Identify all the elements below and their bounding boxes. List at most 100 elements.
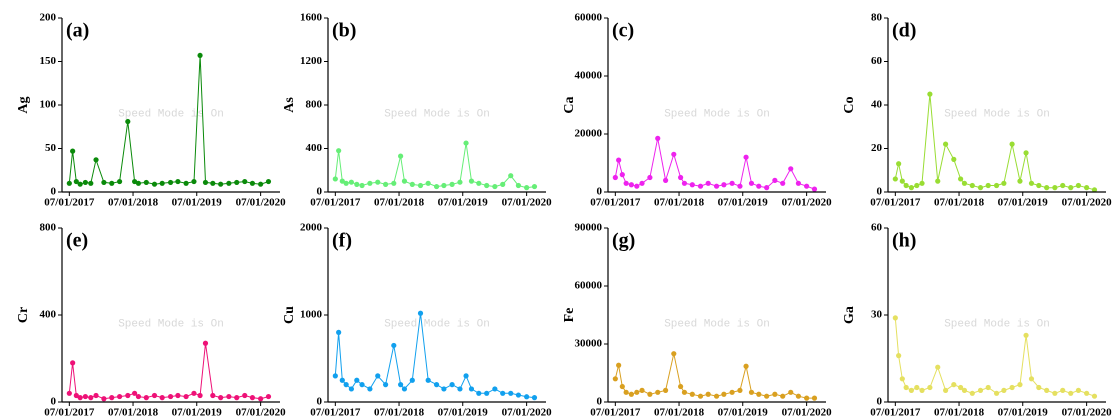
data-point: [969, 390, 975, 396]
data-point: [82, 393, 88, 400]
y-tick-label: 20: [871, 142, 883, 154]
y-axis-label: As: [282, 97, 297, 113]
watermark: Speed Mode is On: [384, 109, 490, 121]
panel: Speed Mode is On 0 20000 40000 60000 07/01/20…: [562, 12, 832, 209]
data-point: [919, 387, 925, 393]
data-point: [795, 180, 802, 186]
y-axis-label: Ca: [562, 96, 577, 113]
data-point: [1001, 180, 1007, 186]
data-point: [639, 180, 645, 186]
data-point: [1001, 387, 1007, 393]
y-tick-label: 100: [40, 99, 57, 111]
x-tick-label: 07/01/2017: [310, 197, 361, 209]
data-point: [348, 179, 354, 185]
y-axis-label: Ag: [16, 96, 31, 113]
y-tick-label: 60000: [575, 12, 603, 24]
x-tick-label: 07/01/2020: [1062, 197, 1113, 209]
data-point: [463, 140, 469, 146]
data-point: [375, 179, 381, 185]
data-point: [951, 156, 957, 162]
data-point: [1060, 387, 1066, 393]
data-point: [135, 180, 142, 186]
data-point: [348, 386, 354, 392]
data-point: [737, 183, 743, 189]
data-point: [811, 186, 818, 192]
data-point: [896, 161, 902, 167]
data-point: [463, 373, 469, 379]
panel: Speed Mode is On 0 30000 60000 90000 07/01/20…: [562, 222, 832, 418]
data-point: [82, 179, 88, 186]
series-line: [614, 353, 815, 399]
data-point: [125, 118, 131, 125]
x-tick-label: 07/01/2020: [236, 197, 287, 209]
data-point: [705, 391, 711, 397]
data-point: [811, 395, 818, 401]
x-tick-label: 07/01/2018: [108, 197, 159, 209]
data-point: [804, 395, 810, 401]
data-point: [743, 154, 749, 160]
data-point: [425, 377, 431, 383]
data-point: [151, 392, 158, 399]
y-tick-label: 0: [597, 396, 603, 408]
data-point: [1068, 185, 1074, 191]
data-point: [1009, 141, 1015, 147]
data-point: [159, 180, 165, 186]
data-point: [258, 181, 264, 187]
data-point: [628, 182, 634, 188]
y-tick-label: 20000: [575, 128, 603, 140]
data-point: [713, 393, 720, 399]
data-point: [689, 391, 695, 397]
panel-label: (b): [332, 20, 356, 42]
data-point: [401, 178, 408, 184]
data-point: [1009, 384, 1015, 391]
data-point: [449, 382, 455, 388]
data-point: [678, 383, 684, 390]
data-point: [167, 393, 174, 400]
x-tick-label: 07/01/2017: [44, 407, 95, 418]
data-point: [899, 178, 905, 184]
data-point: [218, 395, 224, 401]
data-point: [1028, 376, 1035, 382]
data-point: [524, 394, 530, 400]
data-point: [748, 180, 755, 186]
x-tick-label: 07/01/2019: [998, 197, 1049, 209]
y-tick-label: 1200: [300, 55, 323, 67]
data-point: [969, 182, 975, 189]
data-point: [449, 181, 455, 187]
data-point: [398, 153, 404, 159]
data-point: [623, 389, 629, 395]
x-tick-label: 07/01/2020: [1062, 407, 1113, 418]
data-point: [382, 181, 389, 187]
data-point: [116, 393, 123, 400]
y-axis-label: Ga: [842, 306, 857, 324]
panel: Speed Mode is On 0 1000 2000 07/01/2017 07/01…: [282, 222, 552, 418]
data-point: [993, 182, 1000, 189]
data-point: [226, 393, 232, 400]
x-tick-label: 07/01/2020: [782, 197, 833, 209]
y-tick-label: 40: [871, 99, 883, 111]
data-point: [401, 386, 408, 392]
data-point: [993, 390, 1000, 396]
y-tick-label: 1000: [300, 309, 323, 321]
x-tick-label: 07/01/2020: [236, 407, 287, 418]
data-point: [468, 178, 475, 184]
data-point: [197, 392, 203, 399]
watermark: Speed Mode is On: [384, 319, 490, 331]
data-point: [647, 391, 653, 397]
data-point: [417, 182, 424, 189]
data-point: [234, 395, 240, 401]
data-point: [354, 181, 360, 187]
data-point: [1075, 387, 1082, 393]
panel-label: (d): [892, 20, 916, 42]
data-point: [764, 393, 770, 399]
data-point: [343, 382, 349, 388]
data-point: [671, 351, 677, 357]
data-point: [336, 329, 342, 335]
x-tick-label: 07/01/2017: [44, 197, 95, 209]
data-point: [88, 395, 94, 401]
data-point: [417, 310, 424, 316]
data-point: [729, 389, 735, 395]
data-point: [409, 377, 415, 383]
y-tick-label: 60: [871, 55, 883, 67]
x-tick-label: 07/01/2019: [172, 197, 223, 209]
